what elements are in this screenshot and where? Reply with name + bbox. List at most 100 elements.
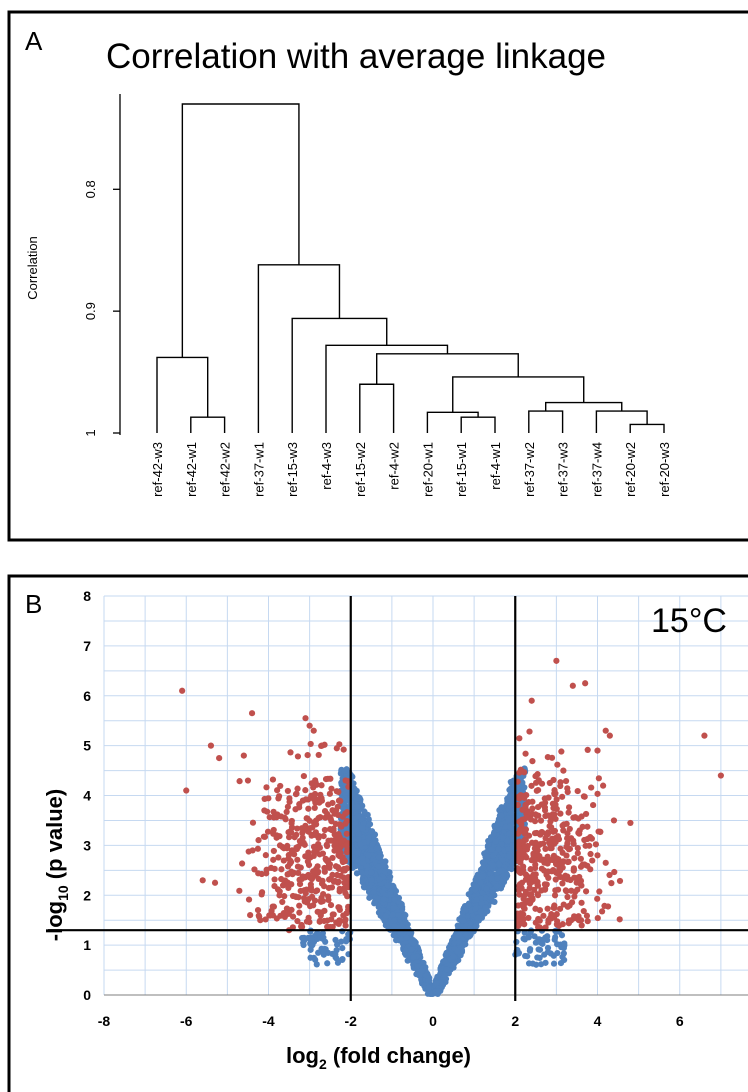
volcano-point-sig <box>325 893 332 900</box>
volcano-point-sig <box>557 845 564 852</box>
volcano-point-nonsig <box>496 868 503 875</box>
volcano-point-nonsig <box>391 896 398 904</box>
volcano-point-sig <box>332 839 339 847</box>
dendrogram-leaf-label: ref-15-w1 <box>454 442 469 497</box>
volcano-point-sig <box>541 804 548 811</box>
volcano-point-nonsig <box>544 933 551 940</box>
volcano-point-sig <box>524 808 531 815</box>
volcano-point-nonsig <box>474 914 482 921</box>
volcano-point-nonsig <box>368 876 375 884</box>
volcano-point-sig <box>296 804 303 811</box>
volcano-point-nonsig <box>477 908 484 915</box>
volcano-point-sig <box>589 857 596 864</box>
volcano-point-sig <box>283 808 290 815</box>
volcano-point-sig <box>307 854 314 861</box>
volcano-point-nonsig <box>560 944 567 952</box>
volcano-point-nonsig <box>560 950 567 957</box>
volcano-x-tick-label: 0 <box>429 1013 437 1029</box>
volcano-point-nonsig <box>380 862 387 869</box>
volcano-point-nonsig <box>307 954 314 961</box>
volcano-point-sig <box>583 912 591 919</box>
volcano-point-sig <box>328 785 335 792</box>
volcano-point-sig <box>578 922 585 929</box>
volcano-point-sig <box>532 856 539 864</box>
volcano-point-sig <box>321 907 328 914</box>
volcano-point-nonsig <box>506 830 513 838</box>
volcano-point-sig <box>610 817 618 824</box>
volcano-y-axis-label: -log10 (p value) <box>42 789 71 941</box>
volcano-point-sig <box>608 880 615 887</box>
volcano-point-sig <box>521 830 529 837</box>
volcano-point-sig <box>310 796 318 803</box>
volcano-point-sig <box>216 754 223 762</box>
volcano-point-sig <box>533 829 540 837</box>
volcano-point-sig <box>550 805 557 812</box>
volcano-point-sig <box>545 868 552 875</box>
volcano-point-sig <box>335 878 342 885</box>
panel-a: A Correlation with average linkage Corre… <box>7 10 748 542</box>
dendrogram-leaf-label: ref-4-w1 <box>488 442 503 490</box>
volcano-point-nonsig <box>479 889 486 896</box>
volcano-point-sig <box>518 920 525 927</box>
volcano-point-sig <box>335 788 342 795</box>
volcano-point-sig <box>597 828 604 836</box>
volcano-point-nonsig <box>425 977 432 984</box>
volcano-x-axis-label: log2 (fold change) <box>286 1043 471 1072</box>
volcano-point-nonsig <box>462 931 470 939</box>
volcano-point-sig <box>559 880 566 887</box>
volcano-point-nonsig <box>490 862 497 869</box>
volcano-point-nonsig <box>391 917 398 925</box>
volcano-point-sig <box>602 859 609 866</box>
volcano-point-nonsig <box>488 875 495 882</box>
volcano-point-nonsig <box>354 849 361 857</box>
volcano-x-tick-label: -4 <box>262 1013 275 1029</box>
volcano-point-sig <box>305 805 312 812</box>
volcano-point-sig <box>333 807 340 814</box>
volcano-point-sig <box>550 867 557 874</box>
volcano-point-nonsig <box>309 941 316 949</box>
x-axis-label-sub: 2 <box>319 1056 327 1072</box>
volcano-point-nonsig <box>454 922 461 929</box>
volcano-point-nonsig <box>541 951 548 958</box>
volcano-point-sig <box>320 883 328 890</box>
volcano-point-sig <box>285 834 293 841</box>
volcano-point-nonsig <box>557 959 565 967</box>
volcano-point-nonsig <box>392 887 400 895</box>
volcano-point-sig <box>520 901 527 909</box>
volcano-point-sig <box>588 835 595 842</box>
volcano-point-sig <box>316 917 324 924</box>
volcano-point-sig <box>327 775 334 782</box>
volcano-point-sig <box>311 790 319 798</box>
volcano-point-nonsig <box>322 938 329 945</box>
volcano-point-sig <box>284 803 291 810</box>
volcano-point-sig <box>315 814 322 822</box>
volcano-point-sig <box>316 851 323 858</box>
volcano-point-nonsig <box>487 894 495 902</box>
volcano-point-nonsig <box>395 911 402 919</box>
volcano-point-sig <box>336 917 343 924</box>
volcano-point-sig <box>291 834 298 841</box>
volcano-point-nonsig <box>380 896 387 903</box>
volcano-point-nonsig <box>410 953 417 961</box>
volcano-point-sig <box>343 817 351 825</box>
volcano-point-sig <box>276 793 283 800</box>
volcano-point-sig <box>530 871 537 879</box>
volcano-point-sig <box>284 871 291 878</box>
x-axis-label-main: log <box>286 1043 319 1068</box>
volcano-point-sig <box>578 899 585 906</box>
volcano-point-sig <box>300 772 307 780</box>
volcano-point-nonsig <box>460 917 467 924</box>
volcano-point-sig <box>579 823 586 830</box>
volcano-point-sig <box>552 790 559 797</box>
volcano-point-sig <box>288 847 296 854</box>
volcano-point-sig <box>333 846 341 853</box>
volcano-point-sig <box>562 777 570 785</box>
dendrogram-leaf-label: ref-37-w4 <box>589 442 604 497</box>
volcano-point-sig <box>284 881 291 889</box>
volcano-point-nonsig <box>542 959 549 966</box>
volcano-point-sig <box>317 912 324 919</box>
volcano-point-sig <box>559 793 566 800</box>
volcano-point-nonsig <box>373 845 381 852</box>
volcano-point-nonsig <box>416 972 423 979</box>
